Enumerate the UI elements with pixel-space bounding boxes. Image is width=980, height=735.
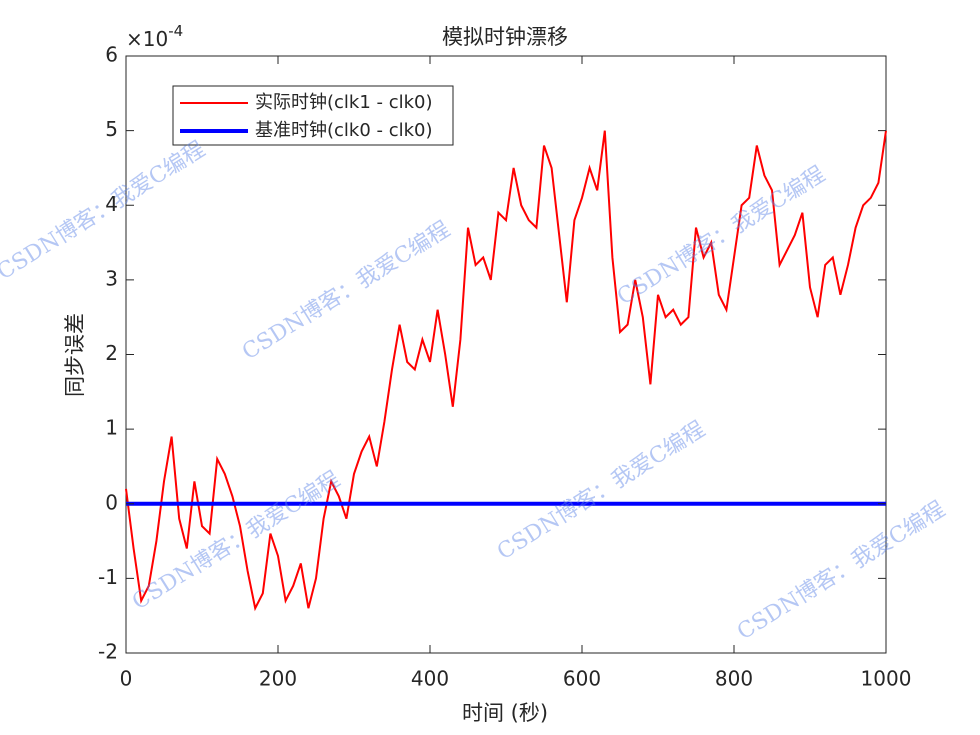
y-multiplier: ×10-4 bbox=[126, 22, 183, 51]
legend-label: 实际时钟(clk1 - clk0) bbox=[255, 92, 433, 113]
x-tick-label: 600 bbox=[563, 667, 601, 691]
y-axis-label: 同步误差 bbox=[63, 313, 87, 397]
y-tick-label: 3 bbox=[105, 266, 118, 290]
y-tick-label: 6 bbox=[105, 43, 118, 67]
y-tick-label: 2 bbox=[105, 341, 118, 365]
y-tick-label: 5 bbox=[105, 117, 118, 141]
x-tick-label: 800 bbox=[715, 667, 753, 691]
y-tick-label: -2 bbox=[98, 640, 118, 664]
x-tick-label: 1000 bbox=[861, 667, 912, 691]
y-tick-label: 0 bbox=[105, 490, 118, 514]
chart-title: 模拟时钟漂移 bbox=[442, 25, 568, 49]
x-tick-label: 0 bbox=[120, 667, 133, 691]
y-tick-label: 1 bbox=[105, 416, 118, 440]
legend-label: 基准时钟(clk0 - clk0) bbox=[255, 120, 433, 141]
x-tick-label: 400 bbox=[411, 667, 449, 691]
multiplier-base: ×10 bbox=[126, 27, 168, 51]
x-axis-label: 时间 (秒) bbox=[462, 701, 548, 725]
multiplier-exponent: -4 bbox=[168, 22, 183, 40]
x-tick-label: 200 bbox=[259, 667, 297, 691]
y-tick-label: -1 bbox=[98, 565, 118, 589]
data-line bbox=[125, 130, 887, 612]
y-tick-label: 4 bbox=[105, 192, 118, 216]
legend-box bbox=[172, 85, 454, 146]
